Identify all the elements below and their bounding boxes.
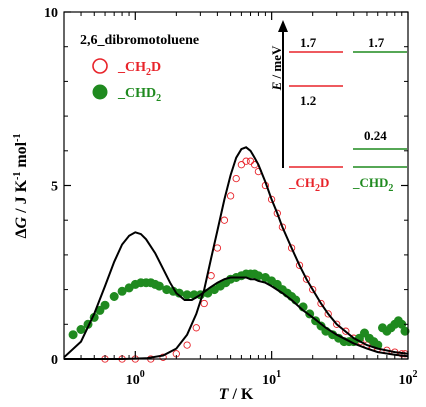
point-ch2d [200, 299, 208, 308]
legend: 2,6_dibromotoluene _CH2D _CHD2 [80, 33, 199, 104]
point-chd2 [68, 330, 78, 340]
point-ch2d [333, 320, 341, 328]
point-ch2d [192, 324, 200, 332]
y-tick-label-2: 10 [44, 6, 58, 21]
legend-marker-chd2 [92, 84, 108, 100]
point-ch2d [237, 161, 246, 169]
energy-level-inset: E / meV 1.7 1.2 _CH2D 1.7 0.24 _CHD2 [269, 20, 407, 194]
point-ch2d [267, 195, 276, 204]
point-ch2d [220, 216, 229, 224]
series-2 [63, 231, 409, 359]
chd2-upper-value: 1.7 [368, 35, 385, 50]
point-ch2d [302, 275, 311, 283]
point-ch2d [278, 223, 287, 231]
point-ch2d [342, 327, 350, 335]
chd2-lower-value: 0.24 [364, 128, 387, 143]
plot-series [63, 146, 410, 363]
ch2d-lower-value: 1.2 [300, 93, 316, 108]
ch2d-inset-label: _CH2D [288, 175, 329, 194]
x-tick-label-2: 102 [399, 369, 418, 388]
point-ch2d [226, 192, 235, 200]
point-chd2 [109, 291, 119, 301]
y-axis-title: ΔG / J K-1 mol-1 [12, 134, 30, 239]
point-ch2d [183, 341, 191, 349]
chart-title: 2,6_dibromotoluene [80, 33, 199, 48]
x-axis-title: T / K [219, 386, 254, 403]
fit-curve-3 [64, 146, 409, 360]
ch2d-upper-value: 1.7 [300, 35, 317, 50]
legend-label-chd2: _CHD2 [117, 86, 161, 104]
point-ch2d [324, 310, 332, 318]
point-ch2d [242, 157, 250, 165]
legend-label-ch2d: _CH2D [117, 60, 161, 78]
point-chd2 [400, 326, 410, 336]
point-ch2d [309, 285, 317, 294]
point-ch2d [232, 174, 240, 183]
point-chd2 [100, 300, 110, 310]
point-ch2d [273, 209, 281, 217]
x-tick-label-1: 101 [262, 369, 281, 388]
inset-arrow-icon [278, 20, 288, 32]
x-tick-label-0: 100 [126, 369, 145, 388]
point-ch2d [159, 353, 167, 361]
y-tick-label-0: 0 [51, 353, 58, 368]
y-axis-ticks: 0 5 10 [44, 6, 408, 368]
point-chd2 [76, 324, 86, 334]
inset-axis-title: E / meV [269, 45, 284, 91]
series-3 [64, 146, 409, 360]
y-tick-label-1: 5 [51, 180, 58, 195]
fit-curve-2 [63, 231, 409, 359]
point-ch2d [317, 299, 325, 308]
point-ch2d [287, 244, 296, 252]
legend-marker-ch2d [92, 58, 108, 74]
point-chd2 [154, 281, 164, 291]
chd2-inset-label: _CHD2 [352, 175, 393, 194]
x-axis-ticks: 100 101 102 [63, 12, 418, 388]
point-ch2d [295, 261, 304, 269]
